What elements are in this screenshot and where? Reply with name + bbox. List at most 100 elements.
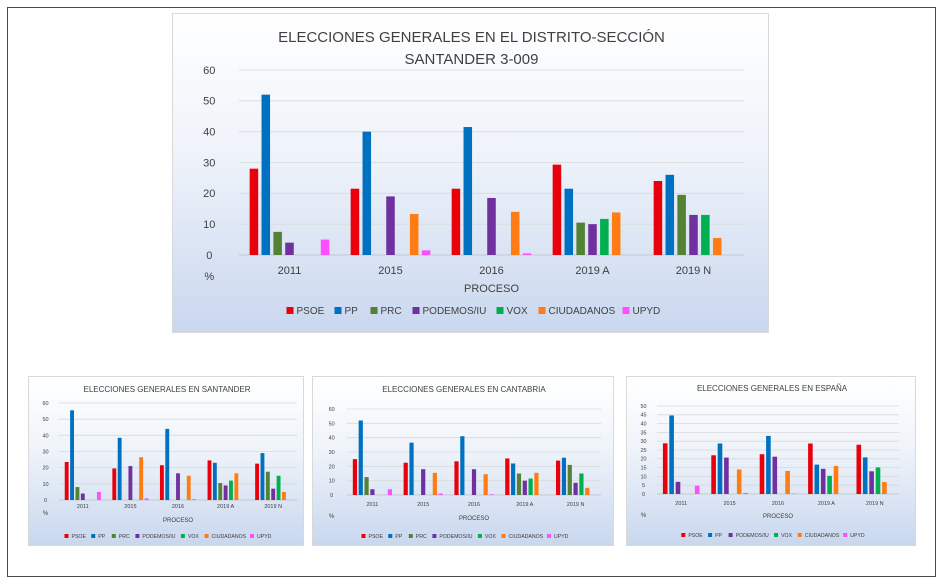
bar xyxy=(139,457,144,500)
y-axis-label: % xyxy=(641,513,647,519)
legend-swatch xyxy=(538,307,546,314)
bar xyxy=(483,474,488,495)
bar xyxy=(350,188,360,255)
bar xyxy=(112,468,117,500)
bar xyxy=(511,463,516,495)
bar xyxy=(463,127,473,255)
chart-title: ELECCIONES GENERALES EN ESPAÑA xyxy=(697,384,848,393)
x-tick-label: 2016 xyxy=(172,504,184,510)
legend-label: PP xyxy=(345,306,359,317)
bar xyxy=(724,457,729,494)
bar xyxy=(576,222,585,255)
x-tick-label: 2015 xyxy=(124,504,136,510)
legend-label: PSOE xyxy=(72,534,87,540)
bar xyxy=(522,253,532,255)
legend-swatch xyxy=(135,534,140,538)
x-axis-label: PROCESO xyxy=(763,514,793,520)
chart-svg: ELECCIONES GENERALES EN SANTANDER 0 10 20 30… xyxy=(42,385,297,540)
legend-swatch xyxy=(388,534,393,538)
bar xyxy=(249,168,259,255)
bar xyxy=(271,488,276,500)
legend-swatch xyxy=(843,533,848,537)
y-tick-label: 50 xyxy=(42,417,48,423)
chart-espana: ELECCIONES GENERALES EN ESPAÑA 0 5 10 15 20 25… xyxy=(626,376,916,546)
bar xyxy=(144,498,149,500)
bar xyxy=(421,469,426,495)
y-axis-label: % xyxy=(329,514,335,520)
y-tick-label: 30 xyxy=(203,157,215,169)
y-tick-label: 10 xyxy=(640,474,646,480)
bar xyxy=(460,436,465,495)
bar xyxy=(409,442,414,495)
legend-swatch xyxy=(728,533,733,537)
legend-label: CIUDADANOS xyxy=(509,534,544,540)
y-tick-label: 10 xyxy=(203,219,215,231)
y-tick-label: 5 xyxy=(642,483,645,489)
y-tick-label: 15 xyxy=(640,466,646,472)
bar xyxy=(75,487,80,500)
bar xyxy=(165,428,170,500)
legend-label: PRC xyxy=(381,306,402,317)
legend-label: PSOE xyxy=(297,306,325,317)
bar xyxy=(669,415,674,494)
legend-swatch xyxy=(501,534,506,538)
bar xyxy=(882,482,887,494)
bar xyxy=(585,487,590,495)
legend-label: CIUDADANOS xyxy=(805,533,840,539)
legend-swatch xyxy=(412,307,420,314)
bar xyxy=(522,480,527,495)
bar xyxy=(701,214,710,255)
bar xyxy=(212,462,217,500)
y-tick-label: 20 xyxy=(203,188,215,200)
legend-label: CIUDADANOS xyxy=(549,306,616,317)
y-tick-label: 40 xyxy=(640,422,646,428)
bar xyxy=(192,499,197,500)
bar xyxy=(588,224,597,255)
x-tick-label: 2019 A xyxy=(516,502,533,508)
legend-label: PSOE xyxy=(369,534,384,540)
bar xyxy=(736,469,742,494)
y-tick-label: 20 xyxy=(42,466,48,472)
bar xyxy=(370,489,375,495)
y-tick-label: 20 xyxy=(329,464,335,470)
legend-swatch xyxy=(432,534,437,538)
bar xyxy=(96,491,101,500)
x-tick-label: 2011 xyxy=(278,265,302,277)
y-tick-label: 35 xyxy=(640,430,646,436)
bar xyxy=(223,485,228,500)
chart-svg: ELECCIONES GENERALES EN CANTABRIA 0 10 20 30… xyxy=(329,385,601,540)
y-tick-label: 50 xyxy=(329,421,335,427)
bar xyxy=(766,435,771,494)
y-tick-label: 50 xyxy=(640,404,646,410)
bar xyxy=(159,465,164,500)
legend-label: PODEMOS/IU xyxy=(439,534,472,540)
legend: PSOE PP PODEMOS/IU VOX CIUDADANOS UPYD xyxy=(681,533,865,539)
legend-swatch xyxy=(111,534,116,538)
bar xyxy=(711,455,716,494)
legend-swatch xyxy=(622,307,630,314)
legend-label: PRC xyxy=(119,534,130,540)
legend-swatch xyxy=(334,307,342,314)
x-tick-label: 2011 xyxy=(366,502,378,508)
bar xyxy=(229,480,233,500)
bar xyxy=(833,466,839,494)
legend-swatch xyxy=(708,533,713,537)
bar xyxy=(364,477,369,495)
chart-svg: ELECCIONES GENERALES EN EL DISTRITO-SECC… xyxy=(203,29,744,317)
bar xyxy=(689,214,698,255)
y-tick-label: 40 xyxy=(203,127,215,139)
bar xyxy=(856,444,862,494)
bar xyxy=(505,458,510,495)
bar xyxy=(403,462,408,495)
legend: PSOE PP PRC PODEMOS/IU VOX CIUDADANOS UPYD xyxy=(361,534,569,540)
legend-swatch xyxy=(547,534,552,538)
bar xyxy=(489,494,494,495)
y-tick-label: 10 xyxy=(329,479,335,485)
bar xyxy=(759,454,765,494)
legend-label: UPYD xyxy=(257,534,272,540)
legend-label: VOX xyxy=(485,534,496,540)
bar xyxy=(662,443,668,494)
bar xyxy=(677,194,686,255)
legend-label: VOX xyxy=(188,534,199,540)
bar xyxy=(421,250,431,255)
